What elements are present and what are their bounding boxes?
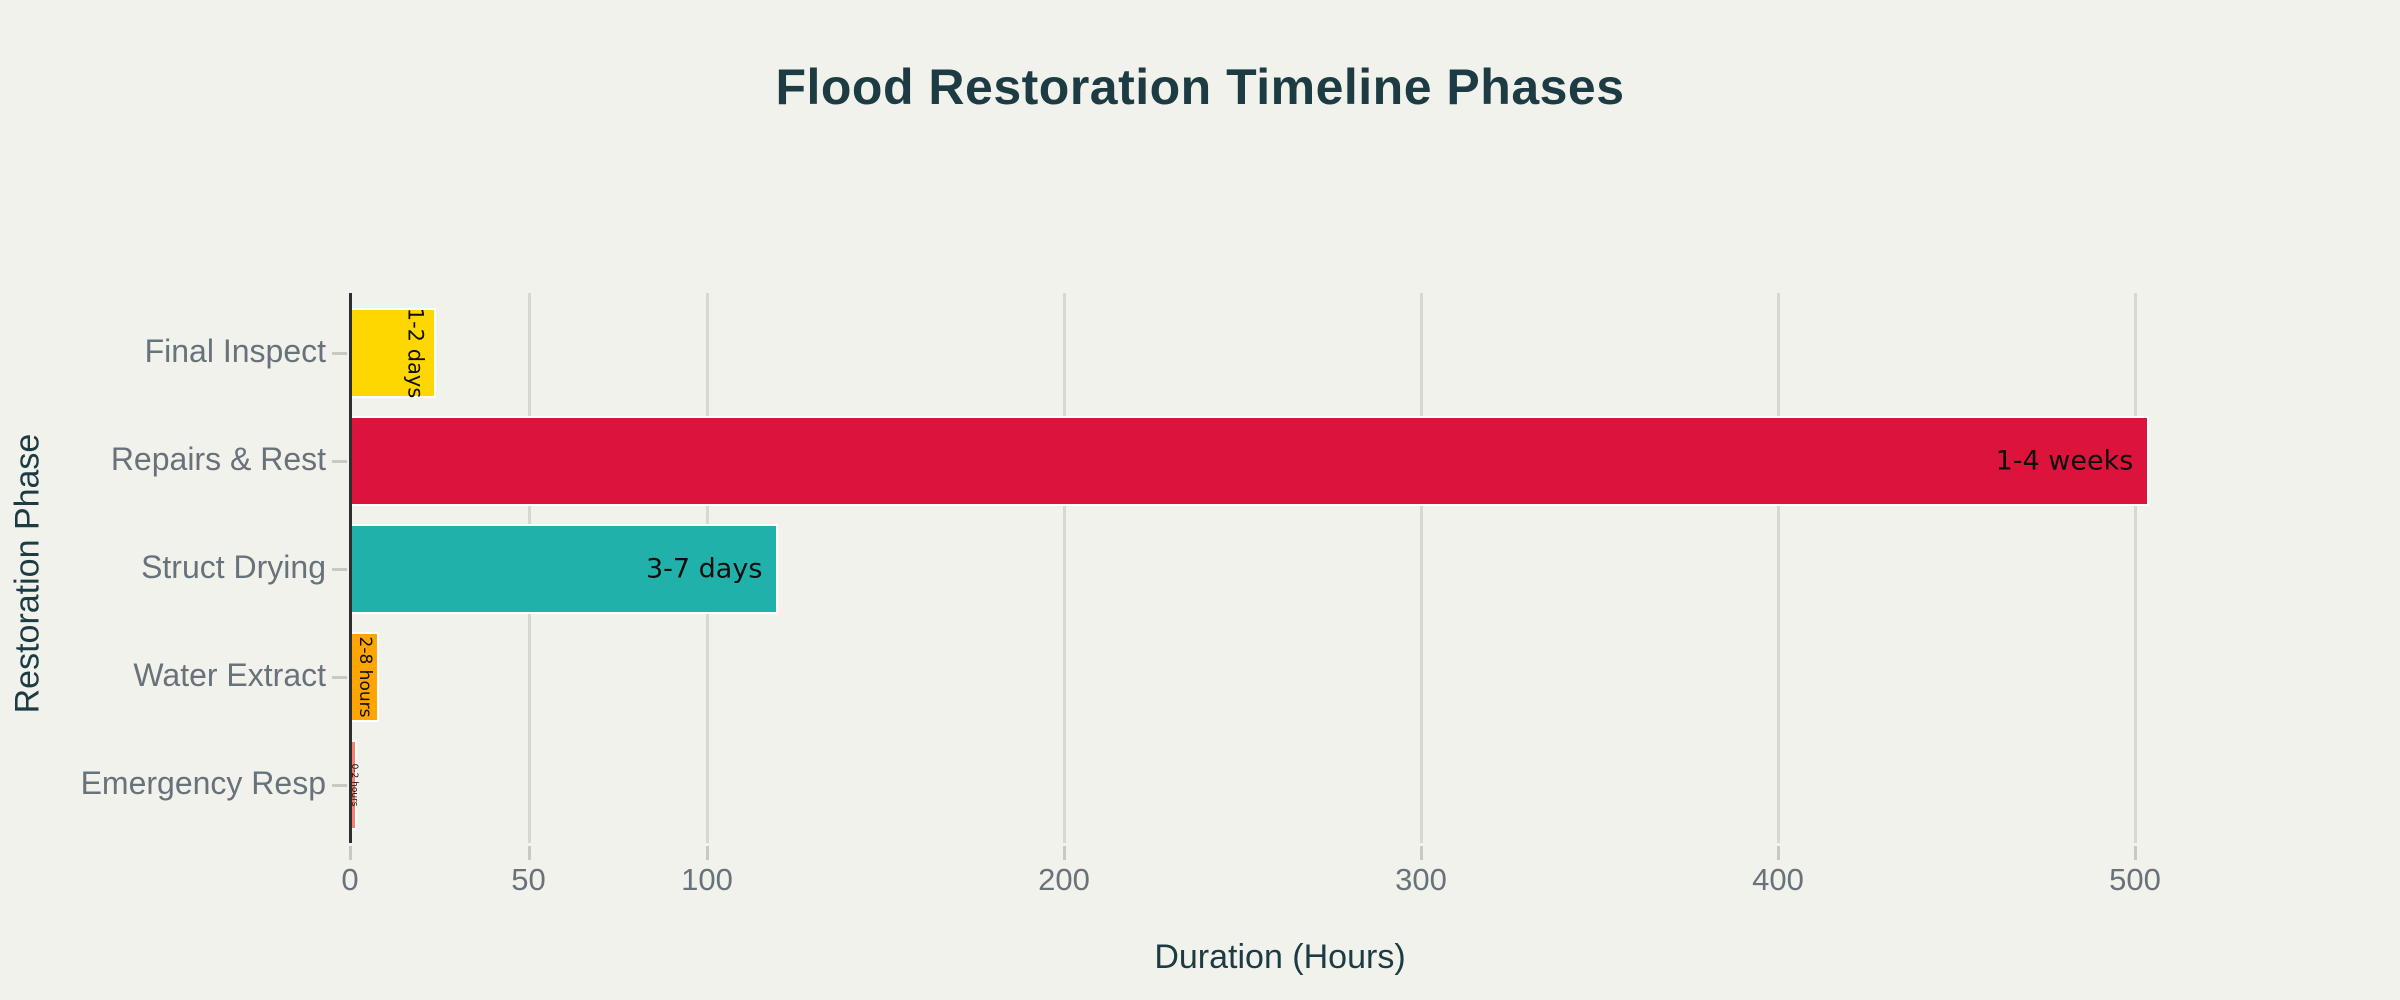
bar-label: 2-8 hours xyxy=(354,636,375,718)
x-tick-mark xyxy=(1420,846,1424,860)
x-tick-label: 300 xyxy=(1395,862,1447,897)
x-tick-mark xyxy=(527,846,531,860)
plot-area: 1-2 days 1-4 weeks 3-7 days 2-8 hours 0-2 ho… xyxy=(349,293,2210,843)
bar-label: 3-7 days xyxy=(645,553,763,585)
x-tick-mark xyxy=(1063,846,1066,860)
x-axis-title: Duration (Hours) xyxy=(1154,938,1406,976)
x-tick-label: 0 xyxy=(341,862,359,897)
chart-title: Flood Restoration Timeline Phases xyxy=(775,59,1625,115)
y-tick-mark xyxy=(332,568,347,571)
gridline xyxy=(1420,293,1424,843)
bar: 1-2 days xyxy=(350,308,436,398)
category-label: Repairs & Rest xyxy=(110,441,326,477)
y-tick-mark xyxy=(332,352,347,355)
category-label: Struct Drying xyxy=(141,549,326,585)
y-tick-mark xyxy=(332,784,347,787)
x-tick-label: 200 xyxy=(1038,862,1090,897)
bar-label: 1-4 weeks xyxy=(1995,445,2134,477)
x-tick-label: 100 xyxy=(681,862,733,897)
bar-label: 0-2 hours xyxy=(349,763,360,807)
category-label: Final Inspect xyxy=(144,333,326,369)
category-label: Water Extract xyxy=(133,657,326,693)
x-tick-mark xyxy=(1777,846,1781,860)
x-tick-mark xyxy=(349,846,352,860)
x-tick-mark xyxy=(706,846,709,860)
y-tick-mark xyxy=(332,676,347,679)
y-tick-mark xyxy=(332,460,347,463)
bar: 1-4 weeks xyxy=(350,416,2150,506)
gridline xyxy=(1063,293,1066,843)
x-tick-label: 400 xyxy=(1752,862,1804,897)
x-tick-mark xyxy=(2134,846,2138,860)
y-axis-line xyxy=(349,293,352,843)
bar: 3-7 days xyxy=(350,524,779,614)
bar-label: 1-2 days xyxy=(403,307,428,399)
gridline xyxy=(2134,293,2138,843)
bar: 2-8 hours xyxy=(350,632,379,722)
category-label: Emergency Resp xyxy=(80,765,326,801)
x-tick-label: 50 xyxy=(511,862,546,897)
x-tick-label: 500 xyxy=(2109,862,2161,897)
gridline xyxy=(1777,293,1781,843)
